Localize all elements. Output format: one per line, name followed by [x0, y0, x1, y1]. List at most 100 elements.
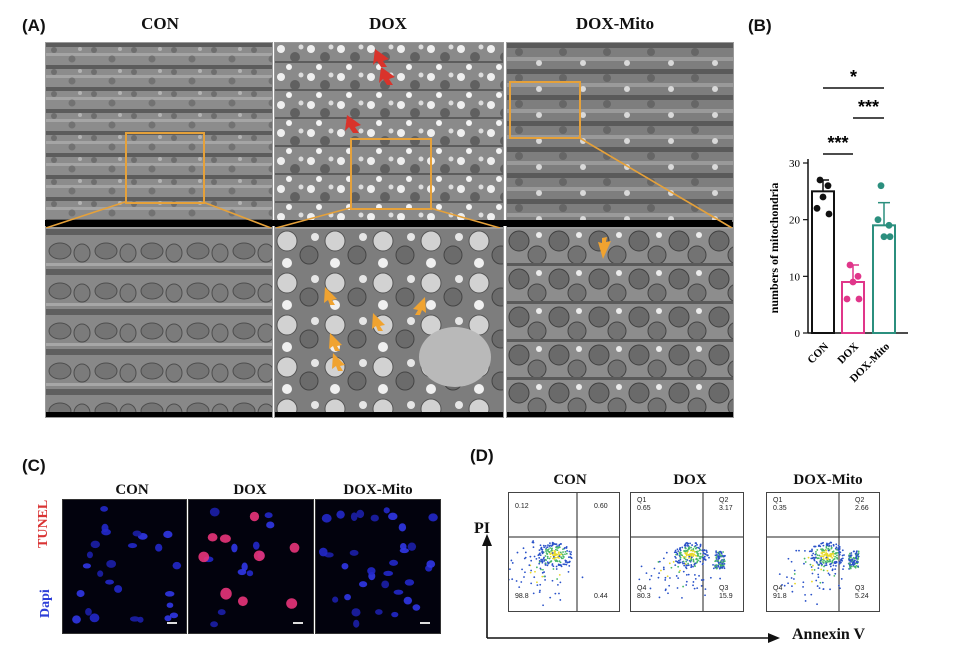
flow-event: [819, 545, 822, 548]
flow-event: [794, 582, 796, 585]
flow-event: [539, 583, 542, 586]
flow-event: [781, 583, 783, 586]
flow-event: [849, 556, 851, 559]
flow-event: [817, 544, 820, 547]
flow-event: [820, 542, 823, 545]
flow-event: [722, 558, 725, 561]
nucleus-dot: [86, 551, 93, 559]
flow-event: [699, 548, 701, 551]
flow-event: [568, 550, 571, 553]
flow-event: [552, 555, 555, 558]
flow-event: [826, 569, 829, 572]
flow-event: [857, 550, 860, 553]
flow-event: [701, 549, 704, 552]
panel-d-title-doxmito: DOX-Mito: [793, 472, 863, 488]
flow-q-tl: 0.35: [773, 505, 787, 512]
flow-event: [682, 585, 685, 588]
flow-event: [548, 557, 551, 560]
panel-c-letter: (C): [22, 456, 46, 475]
flow-event: [549, 555, 552, 558]
flow-event: [719, 561, 722, 564]
flow-event: [703, 552, 706, 555]
flow-event: [544, 563, 547, 566]
zoom-box-dox: [350, 138, 432, 210]
flow-event: [695, 557, 698, 560]
flow-event: [562, 555, 565, 558]
flow-event: [832, 555, 835, 557]
flow-event: [807, 556, 810, 559]
nucleus-dot: [210, 621, 218, 628]
flow-event: [834, 552, 837, 555]
flow-event: [719, 577, 721, 580]
flow-event: [687, 562, 690, 565]
flow-event: [719, 550, 722, 553]
nucleus-dot: [319, 547, 328, 557]
flow-event: [675, 553, 677, 556]
flow-q-tr: 3.17: [719, 505, 733, 512]
flow-event: [542, 604, 544, 607]
flow-event: [721, 567, 724, 569]
nucleus-dot: [217, 609, 226, 616]
data-point: [819, 193, 827, 201]
panel-d-title-dox: DOX: [673, 472, 707, 488]
flow-event: [692, 581, 695, 583]
flow-event: [541, 571, 544, 574]
nucleus-dot: [155, 543, 163, 552]
flow-event: [706, 554, 709, 557]
flow-event: [689, 542, 691, 545]
nucleus-dot: [350, 512, 358, 522]
flow-event: [701, 555, 704, 557]
flow-event: [722, 564, 725, 567]
flow-event: [820, 562, 822, 564]
flow-event: [684, 556, 687, 558]
flow-event: [645, 572, 648, 575]
flow-event: [778, 573, 781, 576]
flow-event: [648, 578, 651, 581]
flow-event: [821, 551, 824, 554]
flow-event: [851, 558, 854, 561]
flow-event: [694, 544, 697, 547]
panel-c-title-doxmito: DOX-Mito: [343, 482, 413, 498]
flow-event: [543, 575, 546, 578]
flow-event: [830, 545, 833, 547]
flow-event: [686, 559, 689, 561]
flow-event: [657, 576, 660, 579]
flow-event: [833, 558, 836, 560]
flow-event: [516, 551, 519, 554]
flow-event: [817, 573, 820, 576]
flow-event: [793, 573, 796, 575]
flow-event: [829, 563, 832, 566]
flow-event: [541, 551, 544, 554]
flow-event: [551, 544, 554, 547]
flow-event: [811, 572, 814, 575]
flow-event: [692, 565, 694, 568]
flow-event: [827, 560, 830, 563]
flow-event: [826, 544, 828, 547]
flow-event: [551, 552, 554, 554]
flow-plot-dox: Q1 0.65 Q2 3.17 Q4 80.3 Q3 15.9: [630, 492, 744, 612]
flow-event: [684, 552, 687, 555]
flow-event: [693, 574, 696, 576]
flow-q4-label: Q4: [637, 585, 647, 592]
flow-event: [699, 543, 702, 546]
flow-event: [787, 582, 789, 585]
data-point: [813, 204, 821, 212]
flow-event: [543, 560, 546, 562]
flow-event: [852, 556, 855, 559]
flow-event: [546, 546, 549, 549]
flow-event: [653, 567, 656, 570]
flow-event: [568, 556, 570, 559]
flow-event: [829, 553, 832, 555]
flow-event: [686, 549, 688, 552]
flow-event: [696, 561, 698, 564]
flow-event: [852, 563, 855, 566]
tem-doxmito-bottom: [506, 228, 734, 418]
flow-q-tl: 0.12: [515, 503, 529, 510]
flow-event: [538, 561, 541, 564]
flow-event: [803, 562, 805, 565]
significance-label: ***: [858, 97, 879, 117]
tunel-positive-dot: [219, 534, 231, 543]
nucleus-dot: [349, 549, 359, 556]
flow-event: [509, 568, 511, 571]
flow-event: [823, 549, 825, 552]
